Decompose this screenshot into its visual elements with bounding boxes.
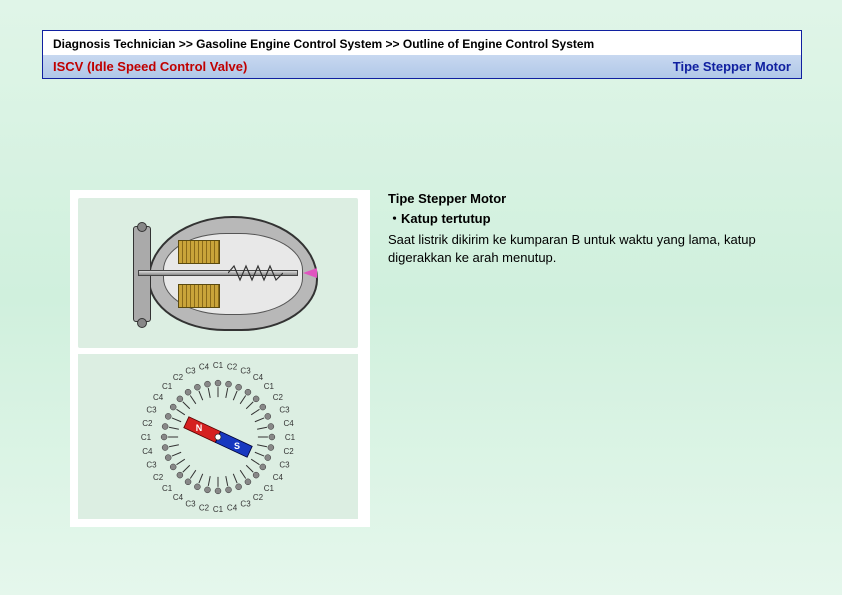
content-heading: Tipe Stepper Motor [388,190,808,208]
svg-text:C1: C1 [141,433,152,442]
page-subtitle: Tipe Stepper Motor [673,59,791,74]
svg-text:C2: C2 [142,418,153,427]
svg-text:C3: C3 [279,460,290,469]
page-title: ISCV (Idle Speed Control Valve) [53,59,247,74]
svg-text:C1: C1 [264,382,275,391]
text-column: Tipe Stepper Motor ・Katup tertutup Saat … [388,190,808,527]
content-body: Saat listrik dikirim ke kumparan B untuk… [388,231,808,266]
header-panel: Diagnosis Technician >> Gasoline Engine … [42,30,802,79]
svg-text:C1: C1 [213,361,224,370]
valve-cutaway-diagram [78,198,358,348]
stepper-dial-diagram: C1C2C3C4C1C2C3C4C1C2C3C4C1C2C3C4C1C2C3C4… [78,354,358,519]
svg-text:C2: C2 [199,503,210,512]
svg-text:C1: C1 [285,433,296,442]
svg-text:C3: C3 [146,405,157,414]
bolt-icon [137,222,147,232]
coil-top-shape [178,240,220,264]
svg-text:C4: C4 [283,418,294,427]
svg-text:C4: C4 [153,392,164,401]
svg-text:C3: C3 [240,366,251,375]
svg-text:C3: C3 [185,499,196,508]
svg-text:C4: C4 [253,373,264,382]
svg-text:C2: C2 [253,492,264,501]
content-area: C1C2C3C4C1C2C3C4C1C2C3C4C1C2C3C4C1C2C3C4… [0,190,842,527]
svg-text:C2: C2 [273,392,284,401]
bolt-icon [137,318,147,328]
svg-text:C4: C4 [173,492,184,501]
svg-text:C1: C1 [213,505,224,514]
svg-text:S: S [234,440,240,450]
svg-text:C1: C1 [162,382,173,391]
svg-text:C3: C3 [185,366,196,375]
diagram-column: C1C2C3C4C1C2C3C4C1C2C3C4C1C2C3C4C1C2C3C4… [70,190,370,527]
svg-text:C1: C1 [162,483,173,492]
svg-text:C4: C4 [227,503,238,512]
svg-text:C2: C2 [153,473,164,482]
svg-text:C3: C3 [279,405,290,414]
flow-arrow-icon [303,268,317,278]
svg-text:C1: C1 [264,483,275,492]
svg-text:C3: C3 [146,460,157,469]
svg-text:C3: C3 [240,499,251,508]
svg-text:C2: C2 [283,447,294,456]
spring-icon [228,264,283,282]
svg-text:N: N [196,423,203,433]
breadcrumb: Diagnosis Technician >> Gasoline Engine … [43,31,801,55]
svg-text:C4: C4 [273,473,284,482]
svg-text:C2: C2 [227,362,238,371]
stepper-dial-svg: C1C2C3C4C1C2C3C4C1C2C3C4C1C2C3C4C1C2C3C4… [133,352,303,522]
content-bullet: ・Katup tertutup [388,210,808,228]
svg-text:C4: C4 [199,362,210,371]
title-bar: ISCV (Idle Speed Control Valve) Tipe Ste… [43,55,801,78]
svg-text:C4: C4 [142,447,153,456]
coil-bottom-shape [178,284,220,308]
svg-text:C2: C2 [173,373,184,382]
